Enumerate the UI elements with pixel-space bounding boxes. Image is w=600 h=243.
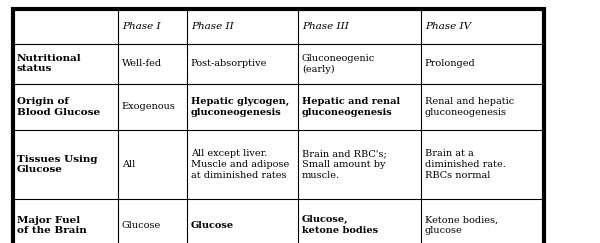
Text: Exogenous: Exogenous xyxy=(122,102,176,112)
Text: Glucose: Glucose xyxy=(191,221,234,230)
Text: Hepatic and renal
gluconeogenesis: Hepatic and renal gluconeogenesis xyxy=(302,97,400,117)
Text: Nutritional
status: Nutritional status xyxy=(17,54,82,73)
Text: Phase III: Phase III xyxy=(302,22,349,31)
Text: Origin of
Blood Glucose: Origin of Blood Glucose xyxy=(17,97,100,117)
Text: Brain at a
diminished rate.
RBCs normal: Brain at a diminished rate. RBCs normal xyxy=(425,149,506,180)
Text: Brain and RBC's;
Small amount by
muscle.: Brain and RBC's; Small amount by muscle. xyxy=(302,149,386,180)
Text: Gluconeogenic
(early): Gluconeogenic (early) xyxy=(302,54,375,74)
Text: All: All xyxy=(122,160,135,169)
Text: Phase II: Phase II xyxy=(191,22,233,31)
Text: Prolonged: Prolonged xyxy=(425,59,476,68)
Bar xyxy=(13,9,544,243)
Text: Hepatic glycogen,
gluconeogenesis: Hepatic glycogen, gluconeogenesis xyxy=(191,97,289,117)
Text: All except liver.
Muscle and adipose
at diminished rates: All except liver. Muscle and adipose at … xyxy=(191,149,289,180)
Text: Major Fuel
of the Brain: Major Fuel of the Brain xyxy=(17,216,86,235)
Text: Glucose: Glucose xyxy=(122,221,161,230)
Text: Post-absorptive: Post-absorptive xyxy=(191,59,267,68)
Text: Well-fed: Well-fed xyxy=(122,59,162,68)
Text: Renal and hepatic
gluconeogenesis: Renal and hepatic gluconeogenesis xyxy=(425,97,514,117)
Text: Glucose,
ketone bodies: Glucose, ketone bodies xyxy=(302,215,378,235)
Bar xyxy=(13,9,544,243)
Text: Phase IV: Phase IV xyxy=(425,22,471,31)
Text: Tissues Using
Glucose: Tissues Using Glucose xyxy=(17,155,97,174)
Text: Ketone bodies,
glucose: Ketone bodies, glucose xyxy=(425,215,498,235)
Text: Phase I: Phase I xyxy=(122,22,160,31)
